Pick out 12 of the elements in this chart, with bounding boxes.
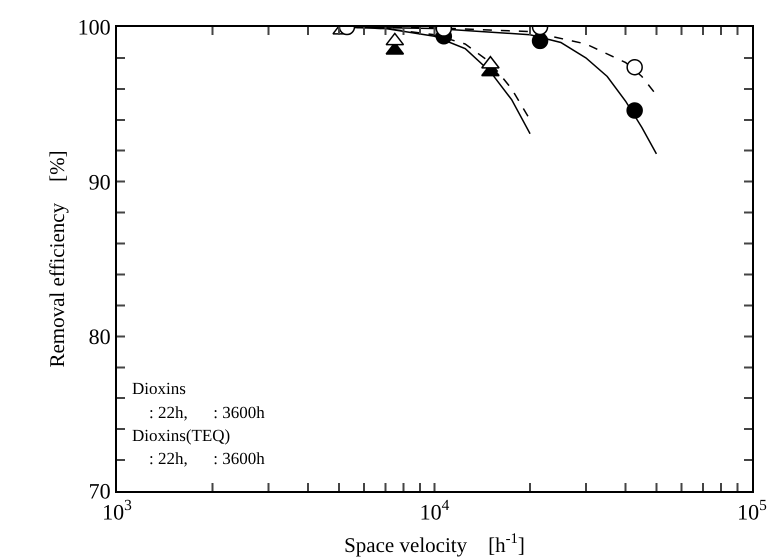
x-axis-title: Space velocity [h$^{-1}$]: [344, 531, 525, 557]
y-tick-label: 80: [88, 324, 111, 350]
y-tick-label: 90: [88, 169, 111, 194]
annotation: : 22h, : 3600h: [132, 449, 266, 468]
x-tick-label: 10$^{4}$: [420, 497, 450, 524]
annotation: : 22h, : 3600h: [132, 403, 266, 422]
annotation: Dioxins: [132, 379, 186, 398]
annotation: Dioxins(TEQ): [132, 426, 230, 445]
y-tick-label: 70: [88, 478, 111, 504]
y-tick-label: 100: [78, 14, 111, 40]
x-tick-label: 10$^{5}$: [737, 497, 768, 524]
y-axis-title: Removal efficiency [%]: [45, 150, 69, 368]
